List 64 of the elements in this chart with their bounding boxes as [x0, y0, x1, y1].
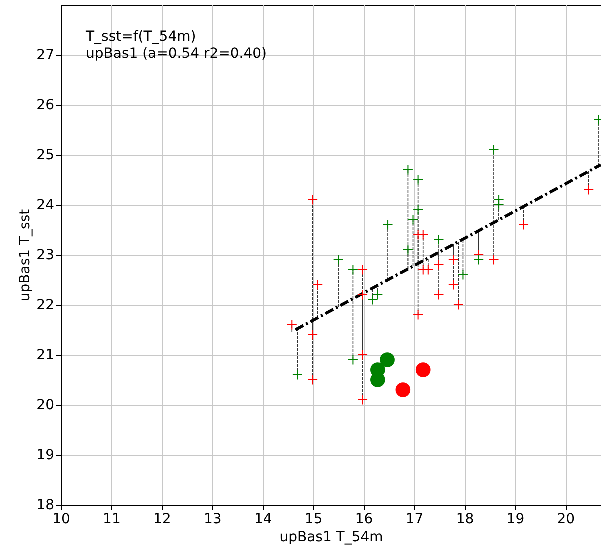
x-tick-label: 11 [103, 512, 121, 528]
x-tick-label: 17 [406, 512, 424, 528]
y-tick-label: 27 [36, 48, 54, 64]
point [370, 372, 386, 388]
y-tick-label: 23 [36, 248, 54, 264]
y-tick-label: 20 [36, 398, 54, 414]
point [494, 200, 504, 210]
x-axis-title: upBas1 T_54m [280, 530, 384, 546]
point [358, 290, 368, 300]
point [408, 214, 419, 226]
annotation: upBas1 (a=0.54 r2=0.40) [86, 46, 268, 62]
point [358, 394, 368, 406]
point [312, 280, 324, 290]
point [416, 362, 431, 378]
point [413, 174, 424, 186]
point [413, 204, 424, 216]
x-tick-label: 16 [355, 512, 374, 528]
point [434, 234, 444, 246]
x-tick-label: 10 [52, 512, 70, 528]
point [488, 144, 500, 156]
point [292, 370, 303, 380]
annotation: T_sst=f(T_54m) [85, 29, 196, 45]
point [382, 220, 394, 230]
point [308, 194, 318, 206]
y-tick-label: 24 [36, 198, 55, 214]
point [358, 264, 368, 276]
point [372, 290, 384, 300]
point [380, 352, 395, 368]
point [458, 270, 468, 280]
point [348, 264, 358, 276]
y-axis-title: upBas1 T_sst [18, 208, 34, 302]
point [333, 254, 344, 266]
point [448, 254, 459, 266]
point [434, 260, 444, 270]
point [453, 300, 464, 310]
x-tick-label: 18 [456, 512, 474, 528]
y-tick-label: 21 [36, 348, 54, 364]
point [448, 280, 459, 290]
point [308, 330, 318, 340]
x-tick-label: 14 [254, 512, 272, 528]
point [402, 164, 414, 176]
point [358, 350, 368, 360]
x-tick-label: 12 [154, 512, 172, 528]
point [368, 294, 378, 306]
x-tick-label: 13 [204, 512, 222, 528]
point [518, 220, 530, 230]
x-tick-label: 15 [304, 512, 323, 528]
y-tick-label: 26 [36, 98, 55, 114]
point [434, 290, 444, 300]
y-tick-label: 19 [36, 448, 54, 464]
x-tick-label: 19 [506, 512, 525, 528]
y-tick-label: 22 [36, 298, 54, 314]
point [286, 320, 298, 330]
point [584, 184, 594, 196]
x-tick-label: 20 [557, 512, 576, 528]
point [488, 254, 500, 266]
point [396, 382, 411, 398]
y-tick-label: 18 [36, 498, 54, 514]
point [474, 254, 484, 266]
y-tick-label: 25 [36, 148, 54, 164]
point [402, 244, 414, 256]
point [413, 310, 424, 320]
point [348, 354, 358, 366]
point [308, 374, 318, 386]
